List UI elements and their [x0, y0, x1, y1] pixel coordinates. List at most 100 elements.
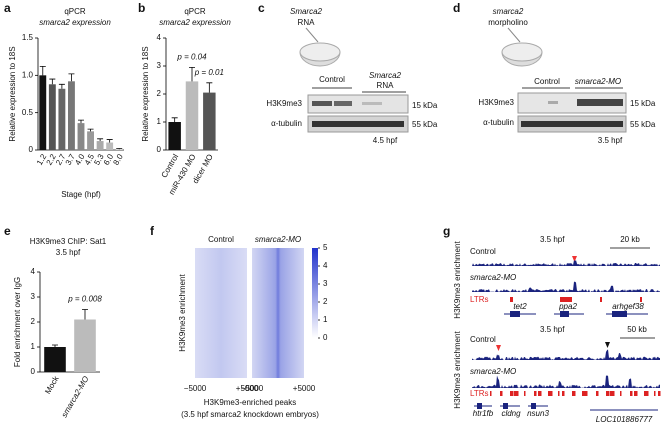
- track-label: smarca2-MO: [470, 273, 516, 282]
- error-bar: [116, 148, 123, 150]
- x-tick-label: smarca2-MO: [60, 375, 91, 420]
- gene-label: tet2: [513, 302, 527, 311]
- colorbar-label: 0: [323, 333, 328, 342]
- arrowhead: [605, 342, 610, 348]
- row-label: H3K9me3: [478, 98, 514, 107]
- y-tick-label: 0: [31, 367, 36, 376]
- panel-label: a: [4, 1, 11, 15]
- y-tick-label: 1.5: [22, 33, 34, 42]
- bar: [185, 81, 199, 150]
- annotation: p = 0.01: [194, 68, 224, 77]
- bar: [168, 122, 181, 150]
- repeat-block: [500, 391, 503, 396]
- x-tick-label: 8.0: [111, 152, 125, 167]
- repeat-block: [582, 391, 587, 396]
- y-axis-label: Fold enrichment over IgG: [13, 277, 22, 367]
- band: [334, 101, 352, 106]
- error-bar: [58, 83, 65, 89]
- column-label: Control: [208, 235, 234, 244]
- repeat-block: [534, 391, 537, 396]
- repeat-block: [586, 391, 588, 396]
- error-bar: [49, 78, 56, 85]
- lane-label: smarca2-MO: [575, 77, 621, 86]
- panel-label: b: [138, 1, 145, 15]
- repeat-block: [610, 391, 615, 396]
- column-label: smarca2-MO: [255, 235, 301, 244]
- bar: [96, 141, 104, 150]
- error-bar: [171, 117, 178, 122]
- y-tick-label: 4: [31, 267, 36, 276]
- colorbar-label: 2: [323, 297, 328, 306]
- repeat-block: [634, 391, 638, 396]
- y-tick-label: 0: [29, 145, 34, 154]
- error-bar: [87, 128, 94, 132]
- annotation: p = 0.008: [67, 295, 102, 304]
- bar: [203, 92, 216, 150]
- inject-label: RNA: [298, 18, 316, 27]
- repeat-block: [510, 297, 513, 302]
- needle: [507, 27, 521, 43]
- scale-label: 20 kb: [620, 235, 640, 244]
- band: [521, 121, 623, 127]
- annotation: p = 0.04: [176, 53, 207, 62]
- y-tick-label: 3: [31, 292, 36, 301]
- chart-subtitle: 3.5 hpf: [56, 248, 81, 257]
- y-tick-label: 3: [157, 61, 162, 70]
- y-axis-label: Relative expression to 18S: [8, 46, 17, 141]
- repeat-label: LTRs: [470, 389, 489, 398]
- row-label: H3K9me3: [266, 99, 302, 108]
- colorbar-label: 1: [323, 315, 328, 324]
- repeat-block: [596, 391, 599, 396]
- repeat-block: [560, 297, 572, 302]
- band: [362, 102, 382, 105]
- panel-label: c: [258, 1, 265, 15]
- x-axis-label: (3.5 hpf smarca2 knockdown embryos): [181, 410, 319, 419]
- repeat-block: [644, 391, 649, 396]
- stage-label: 3.5 hpf: [540, 325, 565, 334]
- bar: [87, 131, 94, 150]
- repeat-label: LTRs: [470, 295, 489, 304]
- bar: [68, 81, 75, 150]
- lane-label: Control: [534, 77, 560, 86]
- y-tick-label: 2: [157, 89, 162, 98]
- blot: [307, 94, 409, 114]
- repeat-block: [524, 391, 526, 396]
- error-bar: [106, 139, 113, 143]
- error-bar: [52, 344, 58, 347]
- inject-label: morpholino: [488, 18, 528, 27]
- x-tick-label: Mock: [43, 374, 61, 396]
- colorbar: [312, 248, 318, 338]
- y-tick-label: 2: [31, 317, 36, 326]
- coverage-track: [472, 349, 660, 360]
- x-tick-label: −5000: [184, 384, 207, 393]
- gene-label: nsun3: [527, 409, 549, 418]
- stage-label: 3.5 hpf: [598, 136, 623, 145]
- bar: [115, 149, 123, 150]
- y-axis-label: H3K9me3 enrichment: [453, 241, 462, 319]
- size-label: 15 kDa: [630, 99, 656, 108]
- bar: [77, 123, 85, 150]
- repeat-block: [558, 391, 560, 396]
- x-tick-label: −5000: [241, 384, 264, 393]
- coverage-track: [472, 260, 660, 266]
- repeat-block: [600, 297, 602, 302]
- y-axis-label: H3K9me3 enrichment: [178, 274, 187, 352]
- size-label: 55 kDa: [412, 120, 438, 129]
- panel-label: g: [443, 224, 450, 238]
- exon: [560, 311, 569, 317]
- band: [312, 121, 404, 127]
- heatmap: [195, 248, 247, 378]
- colorbar-label: 3: [323, 279, 328, 288]
- repeat-block: [514, 391, 519, 396]
- y-tick-label: 1.0: [22, 70, 34, 79]
- arrowhead: [572, 256, 577, 262]
- repeat-block: [658, 391, 661, 396]
- repeat-block: [490, 391, 492, 396]
- track-label: smarca2-MO: [470, 367, 516, 376]
- band: [548, 101, 558, 104]
- error-bar: [189, 67, 195, 82]
- lane-label: RNA: [377, 81, 395, 90]
- panel-label: d: [453, 1, 460, 15]
- chart-subtitle: smarca2 expression: [159, 18, 231, 27]
